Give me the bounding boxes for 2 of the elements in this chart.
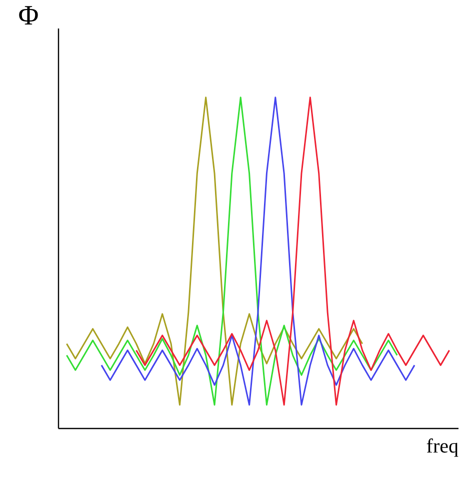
- y-axis-title: Φ: [18, 0, 39, 32]
- x-axis-title: freq: [426, 436, 458, 458]
